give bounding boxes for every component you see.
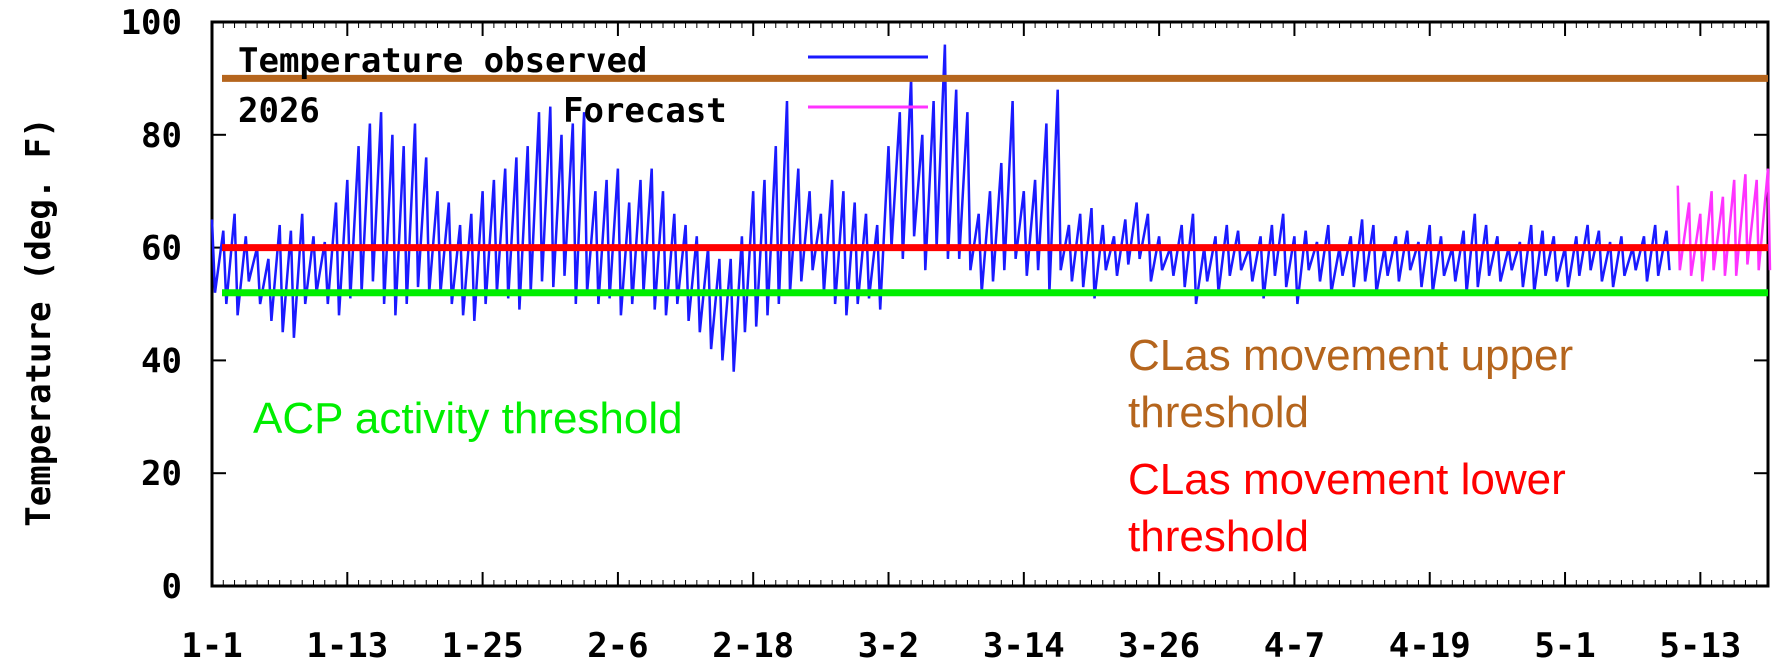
legend-entry-observed: Temperature observed	[238, 41, 647, 81]
x-tick-label: 2-18	[712, 626, 794, 666]
x-tick-label: 5-13	[1659, 626, 1741, 666]
plot-frame	[210, 20, 1770, 588]
annotations: CLas movement upper threshold CLas movem…	[253, 331, 1573, 561]
legend: Temperature observed 2026 Forecast	[238, 41, 928, 131]
lower-threshold-label-line2: threshold	[1128, 512, 1309, 561]
x-tick-label: 1-13	[306, 626, 388, 666]
x-tick-label: 4-7	[1264, 626, 1325, 666]
y-axis-label: Temperature (deg. F)	[19, 117, 59, 526]
y-tick-label: 80	[141, 116, 182, 156]
x-tick-label: 3-2	[858, 626, 919, 666]
x-tick-label: 1-1	[181, 626, 242, 666]
y-tick-label: 0	[162, 567, 182, 607]
series-observed	[210, 44, 1671, 372]
y-tick-label: 40	[141, 341, 182, 381]
y-axis-ticks: 0 20 40 60 80 100	[121, 3, 1768, 607]
y-tick-label: 100	[121, 3, 182, 43]
y-tick-label: 20	[141, 454, 182, 494]
lower-threshold-label-line1: CLas movement lower	[1128, 455, 1566, 504]
legend-entry-forecast: Forecast	[563, 91, 727, 131]
x-tick-label: 1-25	[442, 626, 524, 666]
threshold-layer	[222, 74, 1768, 297]
upper-threshold-label-line2: threshold	[1128, 388, 1309, 437]
y-tick-label: 60	[141, 229, 182, 269]
x-axis-ticks: 1-1 1-13 1-25 2-6 2-18 3-2 3-14 3-26 4-7 4-19 5-1 5…	[181, 22, 1741, 666]
x-tick-label: 3-14	[983, 626, 1065, 666]
series-forecast	[1676, 168, 1772, 282]
x-tick-label: 2-6	[587, 626, 648, 666]
upper-threshold-label-line1: CLas movement upper	[1128, 331, 1573, 380]
legend-year-text: 2026	[238, 91, 320, 131]
acp-threshold-label: ACP activity threshold	[253, 394, 683, 443]
x-tick-label: 4-19	[1389, 626, 1471, 666]
x-tick-label: 3-26	[1118, 626, 1200, 666]
x-tick-label: 5-1	[1534, 626, 1595, 666]
y-axis-label-text: Temperature (deg. F)	[19, 117, 59, 526]
series-layer	[210, 44, 1772, 372]
